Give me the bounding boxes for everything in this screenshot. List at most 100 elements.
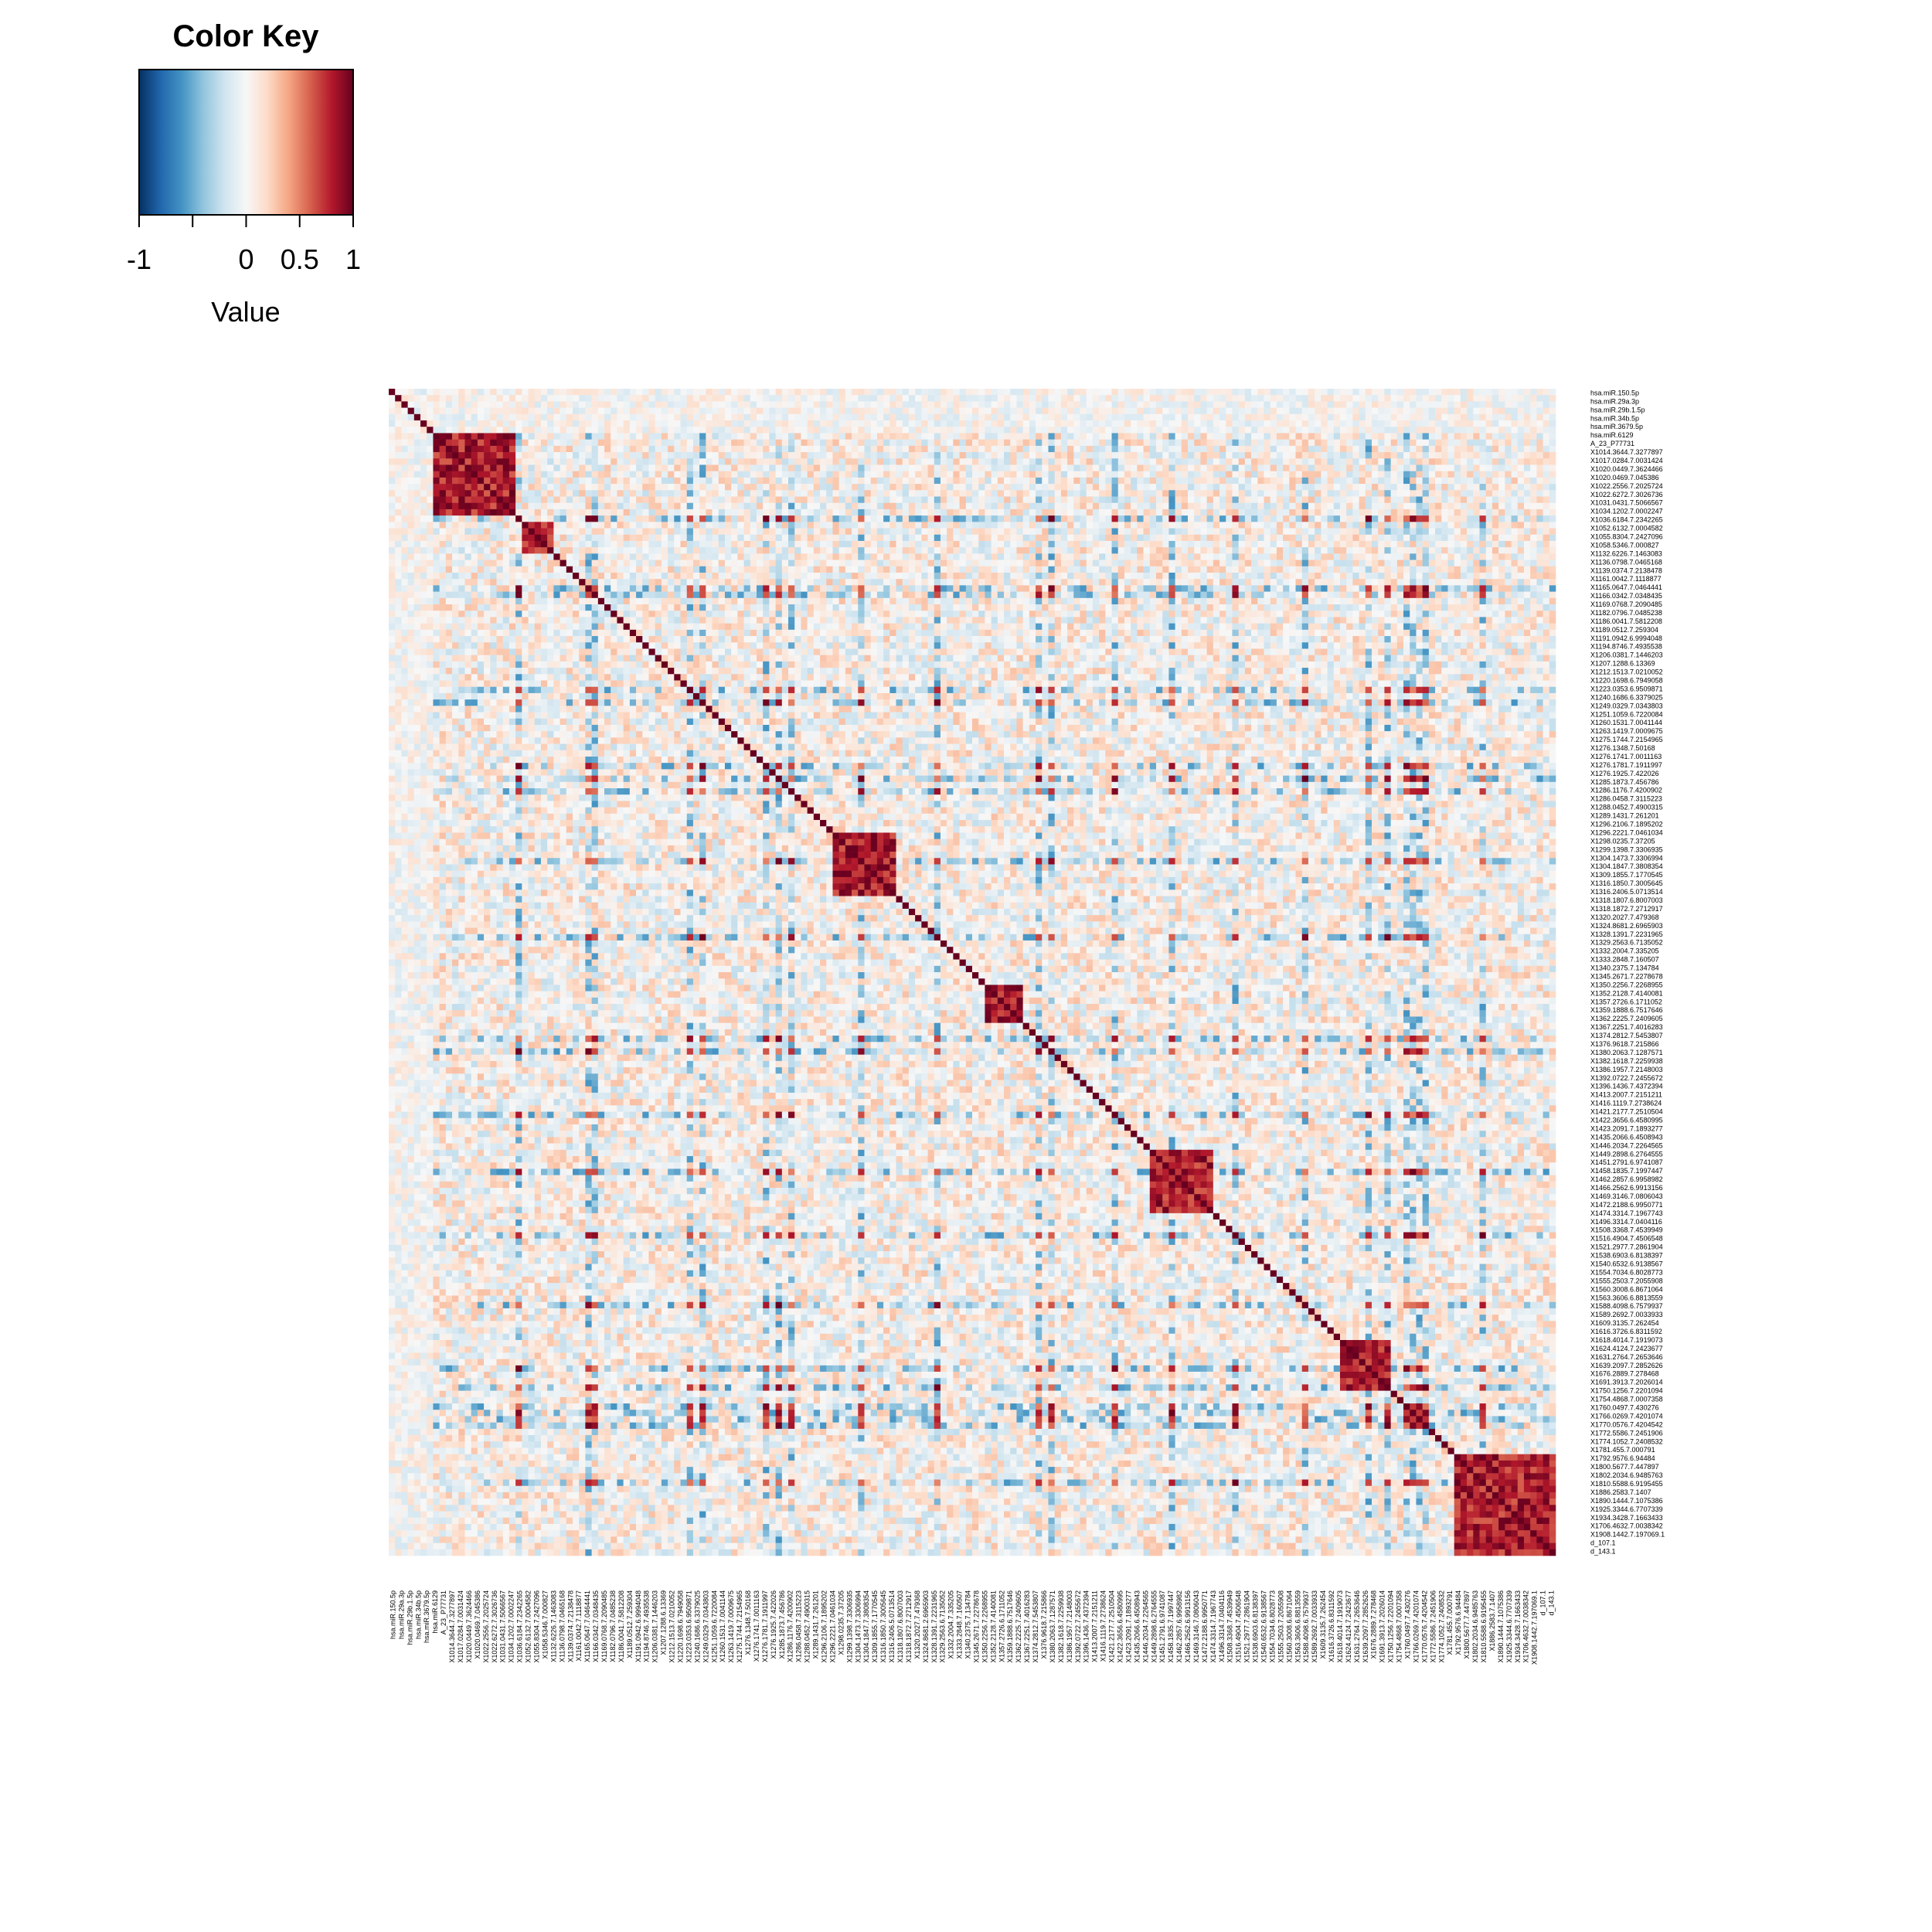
heatmap-cell <box>458 503 465 510</box>
heatmap-cell <box>420 490 427 497</box>
heatmap-cell <box>1505 408 1512 415</box>
heatmap-cell <box>921 490 928 497</box>
heatmap-cell <box>1175 414 1182 421</box>
heatmap-cell <box>1087 471 1094 478</box>
heatmap-cell <box>1543 509 1550 516</box>
heatmap-cell <box>1194 484 1201 491</box>
heatmap-cell <box>966 446 973 453</box>
heatmap-cell <box>1042 471 1049 478</box>
heatmap-cell <box>1536 458 1543 465</box>
heatmap-cell <box>592 414 599 421</box>
heatmap-cell <box>1403 408 1410 415</box>
heatmap-cell <box>624 478 631 485</box>
heatmap-cell <box>592 484 599 491</box>
heatmap-cell <box>1029 440 1036 447</box>
heatmap-cell <box>1447 389 1454 396</box>
heatmap-cell <box>1156 401 1163 408</box>
heatmap-cell <box>814 427 821 434</box>
heatmap-cell <box>636 427 643 434</box>
heatmap-cell <box>1283 420 1290 427</box>
heatmap-cell <box>864 395 871 402</box>
heatmap-cell <box>440 464 447 471</box>
heatmap-cell <box>585 497 592 504</box>
heatmap-cell <box>1524 446 1531 453</box>
heatmap-cell <box>960 401 967 408</box>
heatmap-cell <box>1239 446 1246 453</box>
heatmap-cell <box>414 503 421 510</box>
heatmap-cell <box>1004 389 1011 396</box>
heatmap-cell <box>1150 497 1157 504</box>
heatmap-cell <box>1518 484 1525 491</box>
heatmap-cell <box>624 401 631 408</box>
heatmap-cell <box>579 414 586 421</box>
heatmap-cell <box>1372 446 1379 453</box>
heatmap-cell <box>1004 497 1011 504</box>
heatmap-cell <box>826 414 833 421</box>
heatmap-cell <box>858 503 865 510</box>
heatmap-cell <box>883 389 890 396</box>
heatmap-cell <box>1036 509 1043 516</box>
heatmap-cell <box>464 389 471 396</box>
heatmap-cell <box>744 414 751 421</box>
heatmap-cell <box>604 509 611 516</box>
heatmap-cell <box>858 446 865 453</box>
heatmap-cell <box>1099 490 1106 497</box>
heatmap-cell <box>852 458 859 465</box>
heatmap-cell <box>1505 484 1512 491</box>
heatmap-cell <box>497 440 504 447</box>
heatmap-cell <box>864 408 871 415</box>
heatmap-cell <box>1137 509 1144 516</box>
heatmap-cell <box>1226 420 1233 427</box>
heatmap-cell <box>1524 389 1531 396</box>
heatmap-cell <box>1245 490 1252 497</box>
heatmap-cell <box>592 440 599 447</box>
heatmap-cell <box>1302 414 1309 421</box>
heatmap-cell <box>808 464 815 471</box>
heatmap-cell <box>832 427 839 434</box>
heatmap-cell <box>1087 509 1094 516</box>
heatmap-cell <box>839 458 846 465</box>
heatmap-cell <box>1480 478 1487 485</box>
heatmap-cell <box>1512 458 1519 465</box>
heatmap-cell <box>484 497 491 504</box>
heatmap-cell <box>1150 408 1157 415</box>
heatmap-cell <box>674 503 681 510</box>
heatmap-cell <box>877 458 884 465</box>
heatmap-cell <box>624 509 631 516</box>
heatmap-cell <box>547 458 554 465</box>
heatmap-cell <box>1328 440 1335 447</box>
heatmap-cell <box>731 408 738 415</box>
heatmap-cell <box>420 401 427 408</box>
heatmap-cell <box>725 458 732 465</box>
heatmap-cell <box>1391 389 1398 396</box>
heatmap-cell <box>573 395 580 402</box>
heatmap-cell <box>706 408 713 415</box>
heatmap-cell <box>490 401 497 408</box>
heatmap-cell <box>1219 440 1226 447</box>
heatmap-cell <box>1480 484 1487 491</box>
heatmap-cell <box>611 401 617 408</box>
heatmap-cell <box>713 446 719 453</box>
heatmap-cell <box>1289 420 1296 427</box>
heatmap-cell <box>414 464 421 471</box>
heatmap-cell <box>1346 458 1353 465</box>
heatmap-cell <box>1296 433 1303 440</box>
heatmap-cell <box>1093 490 1100 497</box>
heatmap-cell <box>1112 497 1119 504</box>
heatmap-cell <box>1048 395 1055 402</box>
heatmap-cell <box>1118 408 1125 415</box>
heatmap-cell <box>1352 440 1359 447</box>
heatmap-cell <box>1416 446 1423 453</box>
heatmap-cell <box>693 509 700 516</box>
heatmap-cell <box>509 484 516 491</box>
heatmap-cell <box>1150 389 1157 396</box>
heatmap-cell <box>1403 427 1410 434</box>
heatmap-cell <box>1289 389 1296 396</box>
heatmap-cell <box>1423 490 1430 497</box>
heatmap-cell <box>1410 389 1417 396</box>
heatmap-cell <box>1080 389 1087 396</box>
heatmap-cell <box>1283 414 1290 421</box>
heatmap-cell <box>1042 503 1049 510</box>
heatmap-cell <box>1200 452 1207 459</box>
heatmap-cell <box>497 427 504 434</box>
